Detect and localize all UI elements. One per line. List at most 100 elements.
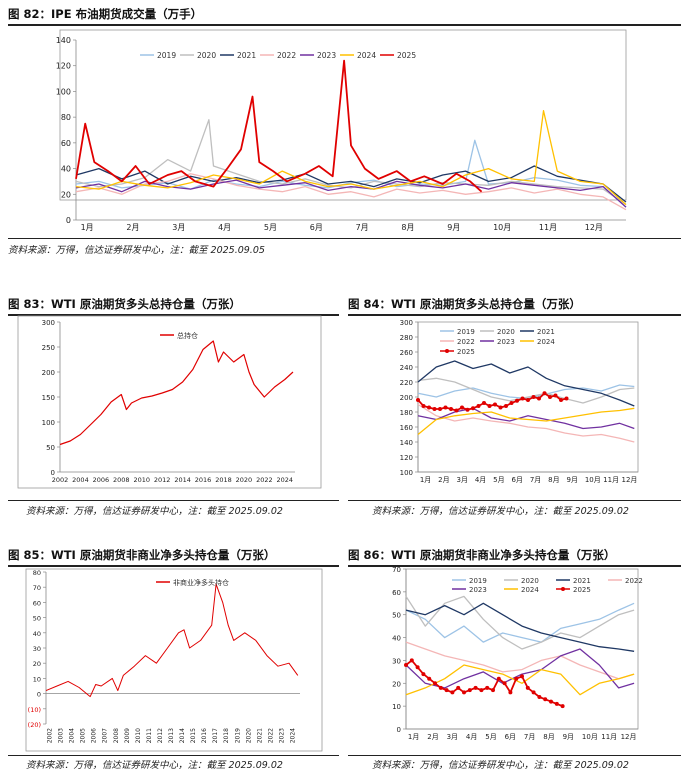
series-line-2024 bbox=[417, 407, 635, 436]
y-tick-label: 0 bbox=[51, 469, 55, 477]
chart-86-title-rule bbox=[348, 565, 681, 567]
x-tick-label: 2010 bbox=[133, 476, 150, 484]
chart-86-source: 资料来源：万得，信达证券研发中心，注：截至 2025.09.02 bbox=[372, 760, 629, 771]
x-tick-label: 2014 bbox=[179, 728, 186, 743]
x-tick-label: 12月 bbox=[621, 733, 637, 741]
x-tick-label: 2012 bbox=[157, 728, 164, 743]
series-point-2025 bbox=[433, 681, 437, 686]
y-tick-label: 20 bbox=[61, 190, 71, 199]
chart-84-title: 图 84：WTI 原油期货多头总持仓量（万张） bbox=[348, 297, 581, 311]
x-tick-label: 1月 bbox=[420, 476, 431, 484]
series-point-2025 bbox=[485, 685, 490, 690]
series-point-2025 bbox=[537, 695, 542, 699]
series-point-2025 bbox=[465, 407, 470, 412]
x-tick-label: 10月 bbox=[582, 733, 598, 741]
x-tick-label: 2016 bbox=[195, 476, 212, 484]
legend-label-2023: 2023 bbox=[469, 586, 487, 594]
legend-label-2025: 2025 bbox=[573, 586, 591, 594]
y-tick-label: 50 bbox=[33, 615, 41, 623]
series-line-2020 bbox=[417, 377, 635, 404]
x-tick-label: 2018 bbox=[215, 476, 232, 484]
y-tick-label: 300 bbox=[42, 319, 55, 327]
y-tick-label: 100 bbox=[56, 87, 71, 96]
chart-82-title: 图 82：IPE 布油期货成交量（万手） bbox=[8, 7, 203, 21]
y-tick-label: 100 bbox=[42, 419, 55, 427]
x-tick-label: 7月 bbox=[530, 476, 541, 484]
x-tick-label: 10月 bbox=[585, 476, 601, 484]
y-tick-label: 50 bbox=[392, 612, 401, 620]
series-point-2025 bbox=[520, 396, 525, 401]
y-tick-label: 50 bbox=[46, 444, 55, 452]
x-tick-label: 2007 bbox=[102, 728, 109, 743]
legend-label-2024: 2024 bbox=[357, 51, 376, 60]
x-tick-label: 2017 bbox=[212, 728, 219, 743]
y-tick-label: 150 bbox=[42, 394, 55, 402]
series-line-2020 bbox=[75, 119, 627, 206]
series-point-2025 bbox=[460, 405, 464, 410]
y-tick-label: 140 bbox=[56, 36, 71, 45]
series-point-2025 bbox=[553, 393, 558, 398]
x-tick-label: 2003 bbox=[58, 728, 65, 743]
x-tick-label: 3月 bbox=[172, 223, 185, 232]
x-tick-label: 2002 bbox=[47, 728, 54, 743]
series-point-2025 bbox=[493, 402, 497, 407]
x-tick-label: 3月 bbox=[447, 733, 458, 741]
legend-label-2023: 2023 bbox=[497, 338, 515, 346]
x-tick-label: 2022 bbox=[256, 476, 273, 484]
chart-86-title: 图 86：WTI 原油期货非商业净多头持仓量（万张） bbox=[348, 548, 616, 562]
series-point-2025 bbox=[564, 396, 569, 401]
series-point-2025 bbox=[514, 676, 519, 681]
series-line-2025 bbox=[75, 59, 483, 193]
series-point-2025 bbox=[449, 407, 453, 411]
y-tick-label: 40 bbox=[61, 165, 71, 174]
x-tick-label: 2004 bbox=[69, 728, 76, 743]
y-tick-label: 0 bbox=[37, 691, 41, 699]
legend-label-总持仓: 总持仓 bbox=[177, 331, 198, 340]
legend-label-2019: 2019 bbox=[157, 51, 176, 60]
x-tick-label: 11月 bbox=[603, 476, 619, 484]
series-point-2025 bbox=[454, 408, 459, 413]
x-tick-label: 12月 bbox=[585, 223, 603, 232]
x-tick-label: 2010 bbox=[135, 728, 142, 743]
x-tick-label: 2012 bbox=[154, 476, 171, 484]
series-line-2023 bbox=[417, 407, 635, 430]
y-tick-label: 240 bbox=[400, 364, 413, 372]
chart-83-source-rule bbox=[8, 500, 339, 501]
chart-83-frame bbox=[17, 315, 322, 489]
chart-84-source: 资料来源：万得，信达证券研发中心，注：截至 2025.09.02 bbox=[372, 506, 629, 517]
series-point-2025 bbox=[444, 688, 449, 693]
legend-label-2025: 2025 bbox=[397, 51, 416, 60]
legend-label-非商业净多头持仓: 非商业净多头持仓 bbox=[173, 578, 229, 587]
series-line-2022 bbox=[405, 641, 635, 680]
series-point-2025 bbox=[526, 398, 530, 402]
series-line-总持仓 bbox=[59, 340, 294, 446]
series-line-2021 bbox=[75, 165, 627, 203]
chart-83-title: 图 83：WTI 原油期货多头总持仓量（万张） bbox=[8, 297, 241, 311]
legend-label-2020: 2020 bbox=[497, 328, 515, 336]
series-point-2025 bbox=[427, 676, 432, 681]
legend-label-2025: 2025 bbox=[457, 348, 475, 356]
chart-85-frame bbox=[25, 568, 323, 752]
y-tick-label: 160 bbox=[400, 424, 413, 432]
series-line-2022 bbox=[75, 173, 627, 211]
y-tick-label: 0 bbox=[66, 216, 71, 225]
x-tick-label: 2019 bbox=[234, 728, 241, 743]
series-line-2021 bbox=[417, 360, 635, 407]
series-point-2025 bbox=[531, 395, 536, 399]
series-point-2025 bbox=[432, 407, 437, 411]
y-tick-label: 200 bbox=[400, 394, 413, 402]
series-point-2025 bbox=[560, 704, 565, 709]
x-tick-label: 2008 bbox=[113, 476, 130, 484]
x-tick-label: 2014 bbox=[174, 476, 191, 484]
x-tick-label: 6月 bbox=[512, 476, 523, 484]
y-tick-label: 300 bbox=[400, 319, 413, 327]
y-tick-label: 80 bbox=[61, 113, 71, 122]
chart-84-source-rule bbox=[348, 500, 681, 501]
x-tick-label: 2021 bbox=[256, 728, 263, 743]
x-tick-label: 1月 bbox=[408, 733, 419, 741]
x-tick-label: 5月 bbox=[485, 733, 496, 741]
y-tick-label: 100 bbox=[400, 469, 413, 477]
